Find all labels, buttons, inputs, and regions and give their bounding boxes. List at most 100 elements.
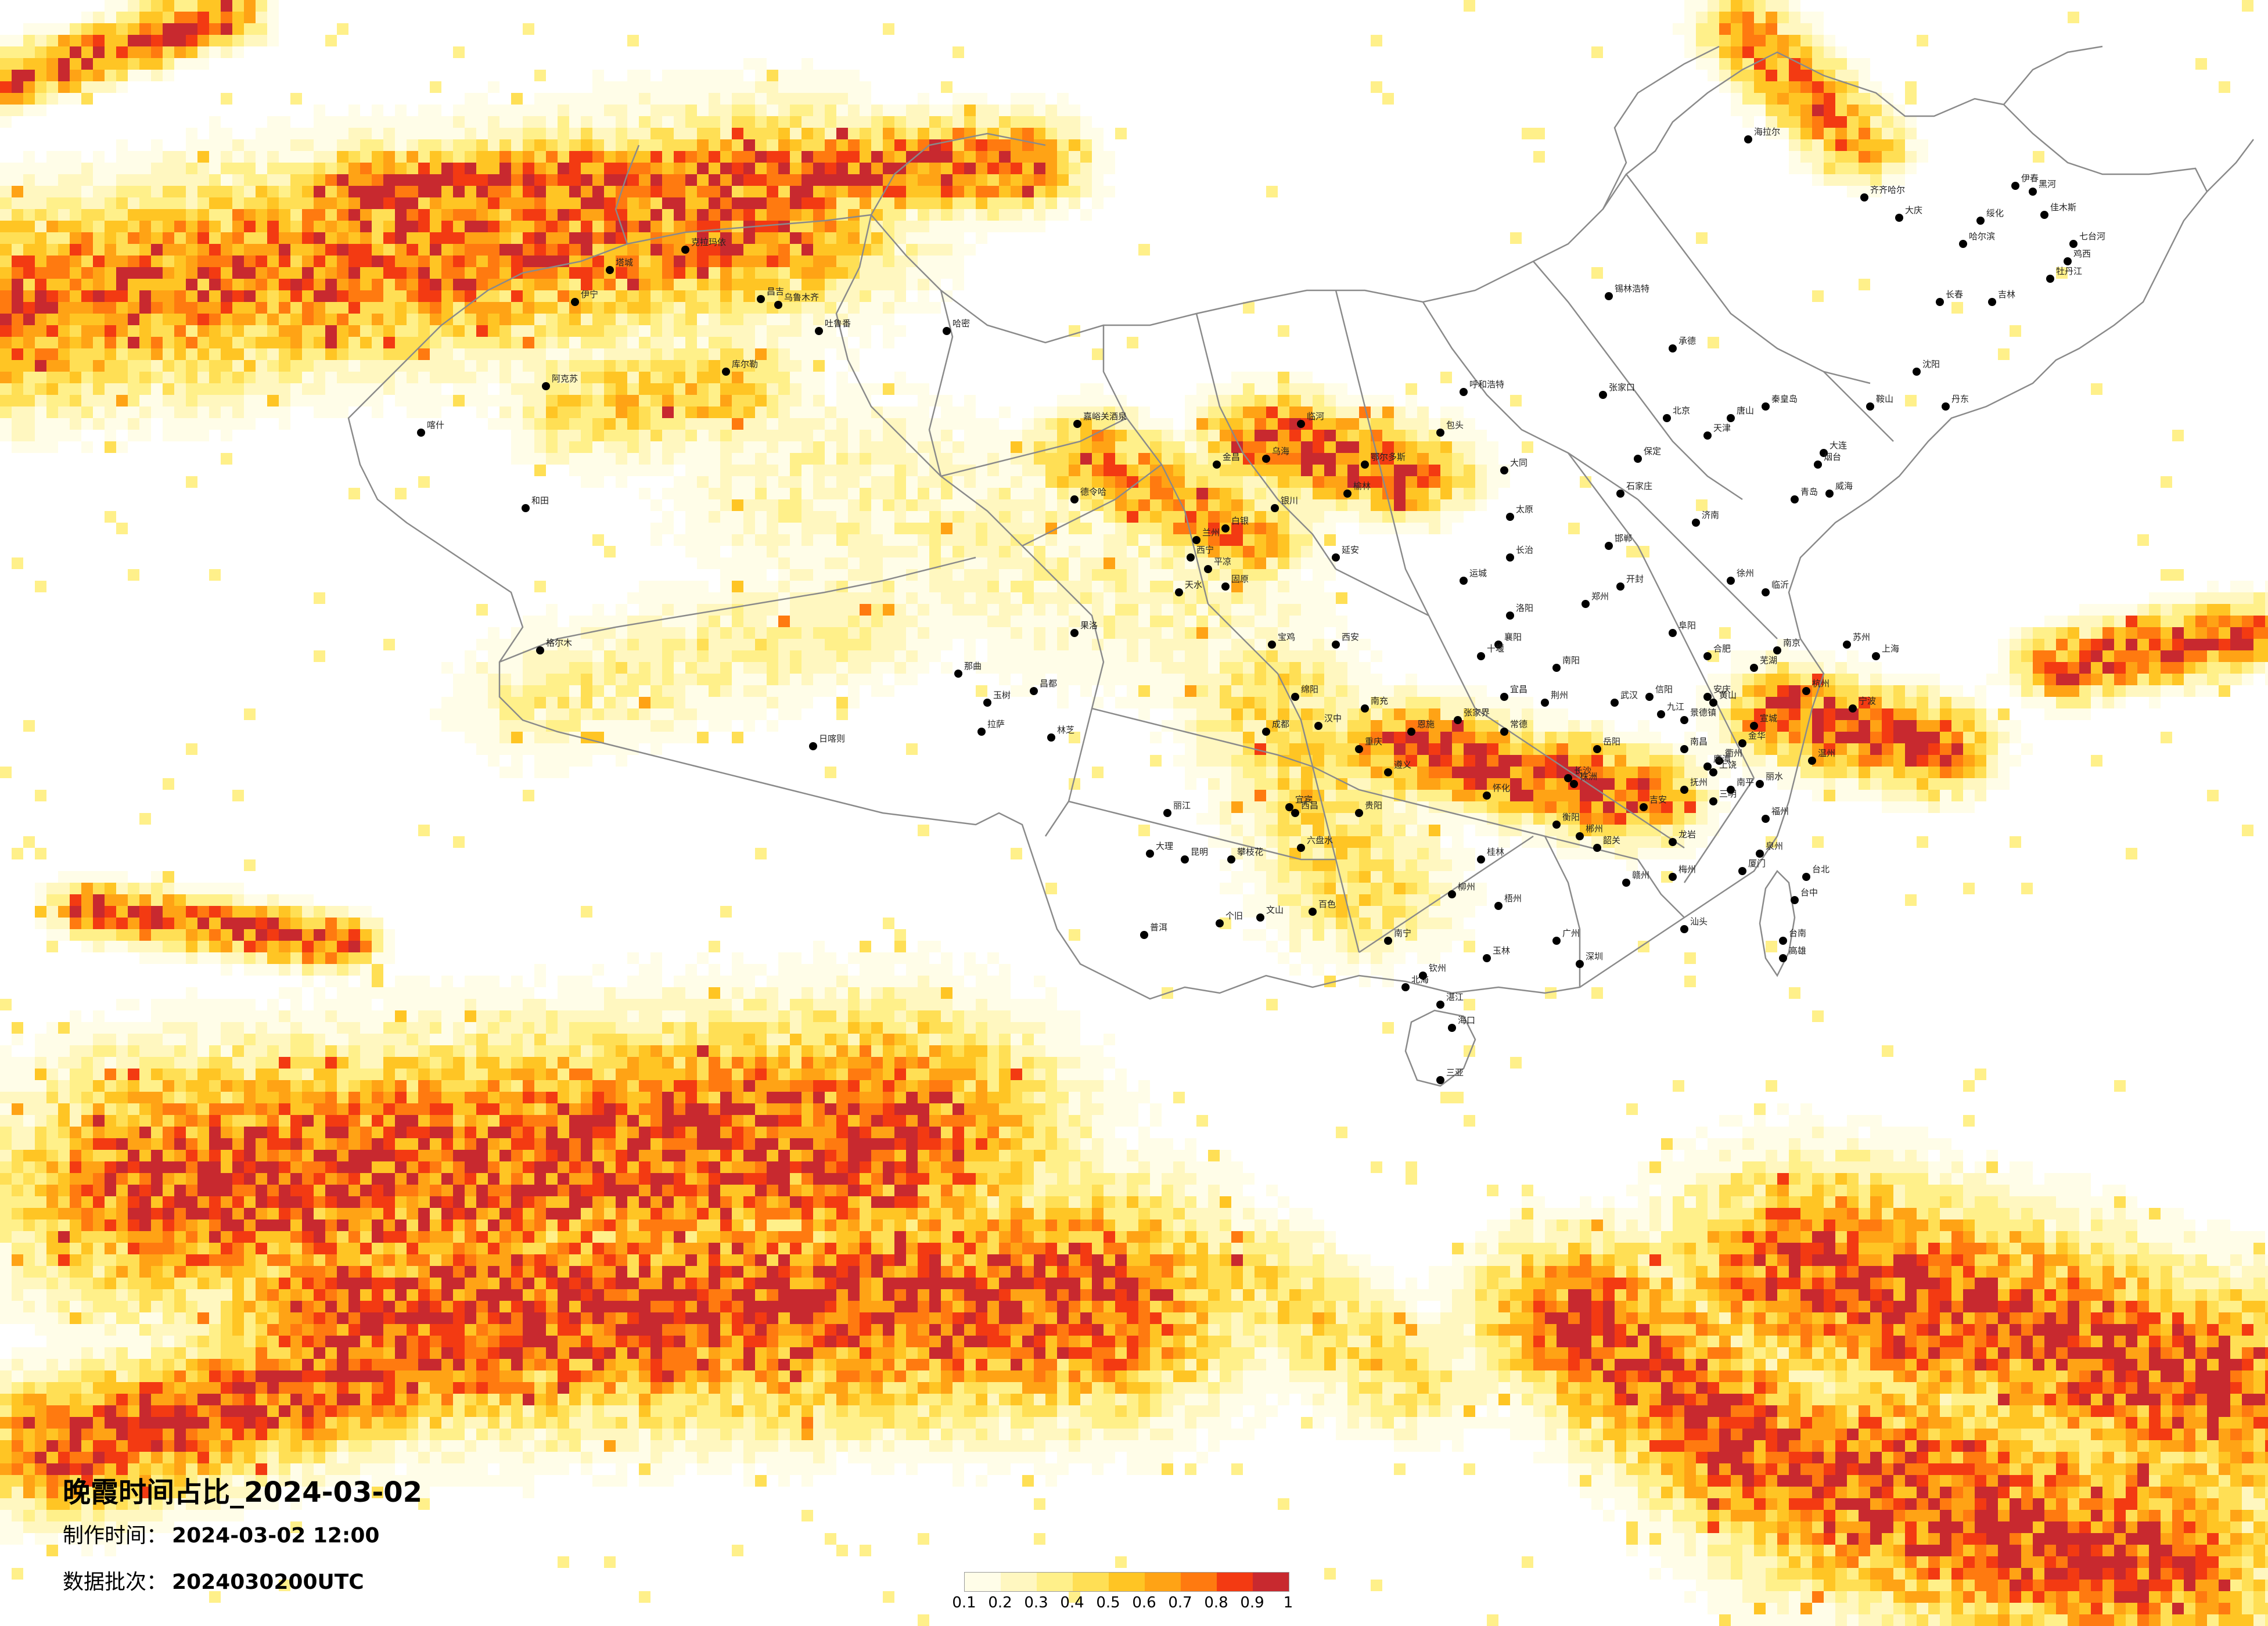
heat-cell (418, 348, 430, 360)
heat-cell (755, 360, 767, 372)
heat-cell (1255, 639, 1266, 650)
heat-cell (813, 418, 825, 430)
heat-cell (813, 116, 825, 128)
heat-cell (720, 267, 732, 279)
heat-cell (743, 465, 755, 476)
heat-cell (523, 279, 534, 290)
heat-cell (128, 221, 139, 232)
heat-cell (848, 488, 860, 499)
heat-cell (2207, 639, 2219, 650)
heat-cell (964, 139, 976, 151)
heat-cell (581, 197, 592, 209)
heat-cell (1022, 662, 1034, 674)
heat-cell (35, 348, 46, 360)
heat-cell (558, 348, 569, 360)
heat-cell (1324, 708, 1336, 720)
heat-cell (825, 267, 836, 279)
heat-cell (1057, 395, 1069, 406)
heat-cell (1011, 465, 1022, 476)
heat-cell (1231, 662, 1243, 674)
heat-cell (558, 708, 569, 720)
heat-cell (186, 128, 197, 139)
heat-cell (639, 174, 650, 186)
heat-cell (1045, 476, 1057, 488)
heat-cell (1243, 662, 1255, 674)
heat-cell (1045, 546, 1057, 557)
heat-cell (1092, 348, 1104, 360)
heat-cell (1243, 604, 1255, 616)
heat-cell (918, 256, 929, 267)
heat-cell (499, 662, 511, 674)
heat-cell (523, 116, 534, 128)
heat-cell (1220, 430, 1231, 441)
heat-cell (1835, 58, 1847, 70)
heat-cell (534, 314, 546, 325)
heat-cell (685, 279, 697, 290)
heat-cell (383, 337, 395, 348)
heat-cell (290, 139, 302, 151)
heat-cell (1196, 708, 1208, 720)
heat-cell (383, 256, 395, 267)
heat-cell (1034, 592, 1045, 604)
heat-cell (383, 290, 395, 302)
heat-cell (1789, 139, 1800, 151)
heat-cell (1289, 406, 1301, 418)
heat-cell (743, 209, 755, 221)
heat-cell (1115, 534, 1127, 546)
heat-cell (871, 232, 883, 244)
heat-cell (93, 23, 105, 35)
heat-cell (1313, 418, 1324, 430)
heat-cell (953, 151, 964, 163)
heat-cell (801, 488, 813, 499)
heat-cell (1336, 627, 1347, 639)
heat-cell (395, 302, 407, 314)
heat-cell (755, 476, 767, 488)
heat-cell (894, 197, 906, 209)
heat-cell (1162, 430, 1173, 441)
heat-cell (941, 511, 953, 523)
heat-cell (534, 70, 546, 81)
heat-cell (592, 221, 604, 232)
heat-cell (395, 163, 407, 174)
heat-cell (639, 662, 650, 674)
heat-cell (1255, 697, 1266, 708)
heat-cell (139, 430, 151, 441)
heat-cell (151, 406, 163, 418)
heat-cell (81, 93, 93, 105)
heat-cell (1034, 546, 1045, 557)
heat-cell (1440, 418, 1452, 430)
heat-cell (46, 279, 58, 290)
heat-cell (778, 325, 790, 337)
heat-cell (1824, 128, 1835, 139)
heat-cell (1347, 639, 1359, 650)
heat-cell (836, 302, 848, 314)
heat-cell (1092, 465, 1104, 476)
heat-cell (1882, 139, 1893, 151)
heat-cell (1440, 511, 1452, 523)
heat-cell (801, 105, 813, 116)
heat-cell (1243, 534, 1255, 546)
heat-cell (0, 267, 12, 279)
heat-cell (116, 267, 128, 279)
heat-cell (197, 139, 209, 151)
heat-cell (35, 186, 46, 197)
heat-cell (2044, 708, 2056, 720)
heat-cell (709, 383, 720, 395)
heat-cell (1789, 46, 1800, 58)
heat-cell (511, 174, 523, 186)
heat-cell (81, 244, 93, 256)
heat-cell (616, 476, 627, 488)
heat-cell (534, 418, 546, 430)
heat-cell (894, 151, 906, 163)
heat-cell (12, 267, 23, 279)
heat-cell (186, 58, 197, 70)
heat-cell (1278, 465, 1289, 476)
heat-cell (407, 116, 418, 128)
heat-cell (12, 360, 23, 372)
heat-cell (302, 244, 314, 256)
heat-cell (58, 325, 70, 337)
heat-cell (732, 557, 743, 569)
heat-cell (2161, 476, 2172, 488)
heat-cell (348, 290, 360, 302)
heat-cell (1138, 534, 1150, 546)
